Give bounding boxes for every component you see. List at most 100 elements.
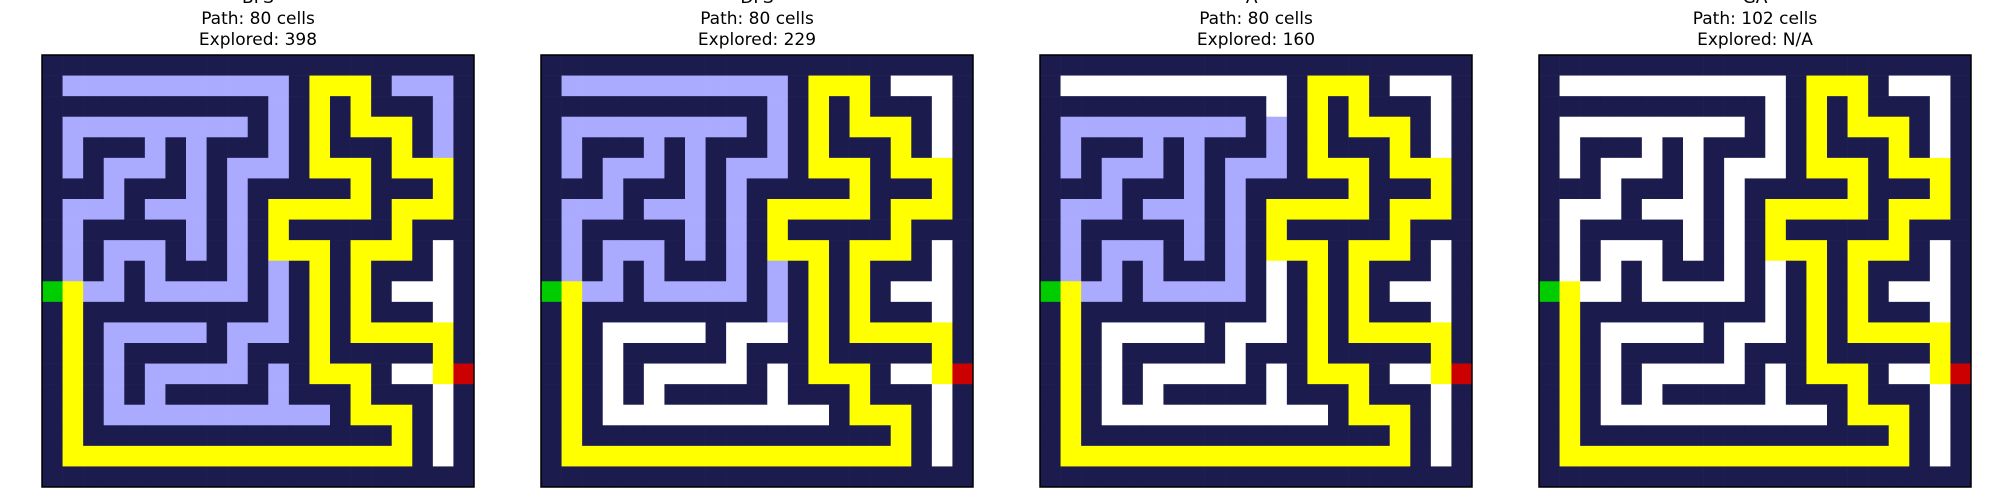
wall-cell	[103, 466, 125, 488]
wall-cell	[144, 301, 166, 323]
path-cell	[1785, 240, 1807, 262]
wall-cell	[1163, 301, 1185, 323]
wall-cell	[1163, 466, 1185, 488]
wall-cell	[1122, 199, 1144, 220]
wall-cell	[1101, 466, 1123, 488]
wall-cell	[330, 466, 351, 488]
wall-cell	[664, 466, 686, 488]
wall-cell	[165, 425, 187, 447]
wall-cell	[330, 301, 351, 323]
wall-cell	[1724, 96, 1746, 118]
path-cell	[1827, 363, 1848, 385]
wall-cell	[1662, 343, 1684, 364]
wall-cell	[1827, 219, 1848, 241]
wall-cell	[1539, 363, 1560, 385]
wall-cell	[705, 55, 727, 76]
open-cell	[1266, 384, 1288, 406]
path-cell	[350, 363, 372, 385]
wall-cell	[144, 425, 166, 447]
wall-cell	[288, 137, 310, 159]
wall-cell	[350, 55, 372, 76]
explored-cell	[62, 199, 84, 220]
explored-cell	[103, 404, 125, 426]
wall-cell	[1122, 55, 1144, 76]
path-cell	[561, 343, 583, 364]
wall-cell	[1539, 199, 1560, 220]
wall-cell	[206, 55, 228, 76]
open-cell	[1641, 116, 1663, 138]
path-cell	[561, 281, 583, 303]
open-cell	[1662, 281, 1684, 303]
open-cell	[1225, 75, 1247, 97]
open-cell	[1225, 363, 1247, 385]
explored-cell	[103, 343, 125, 364]
wall-cell	[582, 301, 604, 323]
explored-cell	[268, 75, 290, 97]
wall-cell	[726, 137, 748, 159]
explored-cell	[726, 178, 748, 200]
wall-cell	[1245, 384, 1267, 406]
open-cell	[931, 96, 953, 118]
open-cell	[1929, 116, 1951, 138]
wall-cell	[83, 96, 105, 118]
wall-cell	[1081, 404, 1103, 426]
open-cell	[1559, 260, 1581, 282]
path-cell	[829, 363, 850, 385]
wall-cell	[1662, 384, 1684, 406]
wall-cell	[1184, 466, 1205, 488]
open-cell	[1101, 404, 1123, 426]
path-cell	[561, 322, 583, 344]
wall-cell	[371, 281, 393, 303]
wall-cell	[186, 260, 207, 282]
wall-cell	[186, 55, 207, 76]
open-cell	[1724, 240, 1746, 262]
wall-cell	[1744, 240, 1766, 262]
wall-cell	[952, 466, 974, 488]
wall-cell	[1703, 219, 1725, 241]
open-cell	[1101, 343, 1123, 364]
open-cell	[1765, 260, 1787, 282]
path-cell	[309, 363, 331, 385]
wall-cell	[268, 466, 290, 488]
wall-cell	[453, 322, 475, 344]
explored-cell	[1101, 240, 1123, 262]
explored-cell	[268, 157, 290, 179]
wall-cell	[1744, 55, 1766, 76]
path-cell	[62, 363, 84, 385]
wall-cell	[1868, 425, 1890, 447]
path-cell	[371, 322, 393, 344]
explored-cell	[62, 157, 84, 179]
explored-cell	[623, 157, 645, 179]
open-cell	[432, 404, 454, 426]
wall-cell	[1142, 425, 1164, 447]
open-cell	[1662, 363, 1684, 385]
explored-cell	[582, 199, 604, 220]
explored-cell	[227, 240, 249, 262]
wall-cell	[1040, 55, 1061, 76]
path-cell	[1410, 322, 1432, 344]
wall-cell	[1204, 384, 1226, 406]
explored-cell	[726, 157, 748, 179]
explored-cell	[1142, 240, 1164, 262]
maze-grid	[1538, 54, 1972, 488]
wall-cell	[541, 384, 562, 406]
path-cell	[350, 260, 372, 282]
wall-cell	[1286, 260, 1308, 282]
path-cell	[1806, 301, 1828, 323]
wall-cell	[1621, 137, 1643, 159]
path-cell	[1559, 363, 1581, 385]
wall-cell	[787, 301, 809, 323]
wall-cell	[952, 219, 974, 241]
wall-cell	[42, 55, 63, 76]
path-cell	[911, 199, 933, 220]
wall-cell	[124, 199, 146, 220]
wall-cell	[1225, 384, 1247, 406]
explored-cell	[685, 178, 706, 200]
explored-cell	[103, 260, 125, 282]
explored-cell	[1101, 178, 1123, 200]
open-cell	[1683, 240, 1704, 262]
open-cell	[1724, 281, 1746, 303]
path-cell	[432, 199, 454, 220]
explored-cell	[124, 116, 146, 138]
explored-cell	[268, 116, 290, 138]
